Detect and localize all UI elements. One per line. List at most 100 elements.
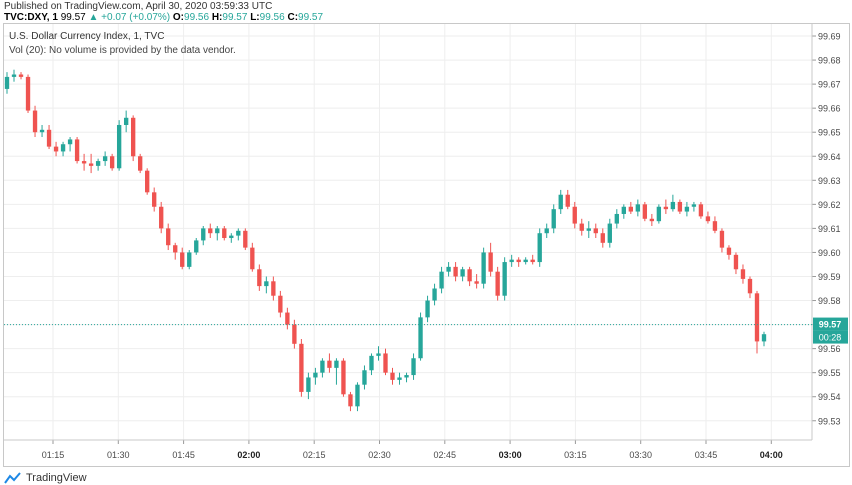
candle-body: [236, 230, 241, 236]
x-tick-label: 01:15: [42, 450, 65, 460]
candle-body: [579, 223, 584, 231]
candle-body: [572, 206, 577, 224]
candle-body: [355, 384, 360, 407]
volume-note: Vol (20): No volume is provided by the d…: [9, 45, 236, 56]
candle-body: [502, 262, 507, 296]
open-value: 99.56: [184, 12, 210, 23]
candle-body: [285, 312, 290, 325]
candle-body: [411, 358, 416, 376]
candle-body: [369, 355, 374, 371]
candle-body: [271, 281, 276, 296]
candle-body: [460, 269, 465, 277]
price-change: ▲ +0.07 (+0.07%): [88, 12, 171, 23]
y-tick-label: 99.68: [818, 56, 841, 66]
y-tick-label: 99.69: [818, 32, 841, 42]
candle-body: [467, 269, 472, 282]
candle-body: [670, 201, 676, 210]
candle-body: [754, 293, 760, 342]
countdown-badge: [813, 330, 848, 344]
published-note: Published on TradingView.com, April 30, …: [4, 1, 273, 12]
candle-body: [747, 278, 753, 294]
y-tick-label: 99.55: [818, 368, 841, 378]
candle-body: [425, 300, 430, 318]
candle-body: [138, 156, 143, 171]
high-label: H:: [211, 12, 223, 23]
candle-body: [74, 139, 80, 162]
candle-body: [222, 228, 227, 239]
candle-body: [488, 252, 493, 272]
x-tick-label: 02:00: [237, 450, 260, 460]
y-tick-label: 99.54: [818, 392, 841, 402]
candle-body: [173, 245, 178, 253]
candle-body: [376, 353, 381, 356]
current-price: 99.57: [60, 12, 86, 23]
candle-body: [761, 334, 767, 342]
candle-body: [649, 218, 655, 222]
candle-body: [635, 204, 641, 212]
candle-body: [145, 170, 150, 193]
candle-body: [691, 204, 697, 207]
candle-body: [60, 144, 66, 152]
y-tick-label: 99.64: [818, 152, 841, 162]
candle-body: [663, 206, 669, 210]
candle-body: [102, 156, 108, 162]
candle-body: [628, 206, 633, 212]
close-label: C:: [287, 12, 299, 23]
candle-body: [418, 317, 423, 359]
candle-body: [446, 266, 451, 272]
candle-body: [712, 221, 718, 231]
y-tick-label: 99.59: [818, 272, 841, 282]
candle-body: [523, 259, 528, 263]
chart-frame: [3, 23, 850, 467]
candle-body: [733, 254, 739, 270]
candle-body: [348, 394, 353, 407]
x-tick-label: 03:30: [629, 450, 652, 460]
candle-body: [32, 110, 38, 133]
candle-body: [313, 372, 318, 378]
x-tick-label: 04:00: [760, 450, 783, 460]
candle-body: [726, 247, 732, 255]
candle-body: [362, 370, 367, 385]
candle-body: [159, 206, 164, 229]
candle-body: [95, 161, 101, 166]
candle-body: [208, 228, 213, 234]
x-tick-label: 03:00: [499, 450, 522, 460]
candle-body: [453, 266, 458, 277]
candle-body: [67, 139, 73, 145]
high-value: 99.57: [222, 12, 248, 23]
candle-body: [250, 247, 255, 270]
open-label: O:: [172, 12, 185, 23]
candle-body: [656, 206, 662, 222]
candle-body: [4, 76, 10, 89]
y-tick-label: 99.65: [818, 128, 841, 138]
candle-body: [11, 74, 17, 77]
candle-body: [684, 206, 690, 212]
candle-body: [123, 117, 129, 125]
candle-body: [621, 206, 626, 214]
candle-body: [18, 74, 24, 77]
candle-body: [243, 230, 248, 248]
low-value: 99.56: [259, 12, 285, 23]
candle-body: [180, 252, 185, 267]
x-tick-label: 01:45: [172, 450, 195, 460]
candle-body: [194, 240, 199, 253]
candle-body: [306, 377, 311, 392]
candle-body: [81, 161, 87, 164]
candle-body: [677, 201, 683, 212]
candle-body: [551, 209, 556, 229]
symbol-header: TVC:DXY, 1 99.57 ▲ +0.07 (+0.07%) O:99.5…: [4, 12, 323, 23]
candle-body: [544, 228, 549, 234]
candle-body: [439, 271, 444, 289]
candle-body: [341, 360, 346, 395]
candle-body: [215, 228, 220, 234]
y-tick-label: 99.61: [818, 224, 841, 234]
candle-body: [495, 271, 500, 296]
candle-body: [474, 281, 479, 284]
y-tick-label: 99.66: [818, 104, 841, 114]
candle-body: [705, 216, 711, 222]
last-price-label: 99.57: [819, 320, 842, 330]
candle-body: [166, 228, 171, 246]
candle-body: [88, 163, 94, 166]
x-tick-label: 03:15: [564, 450, 587, 460]
